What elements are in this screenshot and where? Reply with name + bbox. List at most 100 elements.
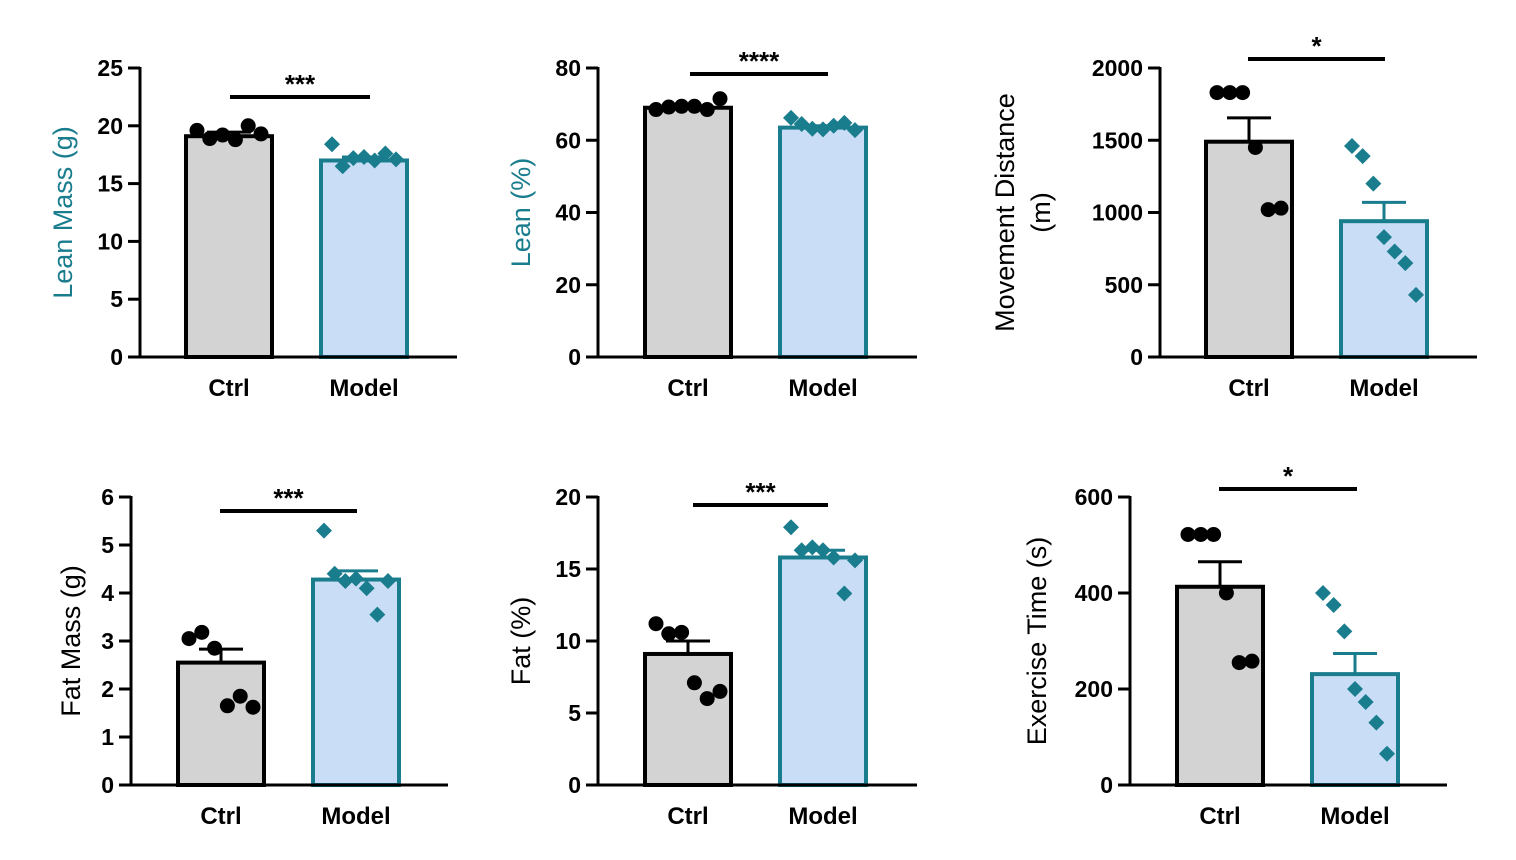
data-point-ctrl [1218, 585, 1234, 601]
significance-label: *** [745, 477, 776, 507]
data-point-model [804, 120, 821, 137]
y-tick-label: 10 [97, 228, 123, 254]
chart-panel: 0 5 10 15 20 Ctrl Model Fat (%) *** [506, 477, 917, 830]
y-tick-label: 80 [555, 55, 581, 81]
y-tick-label: 25 [97, 55, 123, 81]
data-point-ctrl [219, 698, 235, 714]
data-point-model [324, 136, 340, 153]
bar-ctrl [1204, 139, 1294, 359]
data-point-ctrl [215, 127, 231, 143]
data-point-model [348, 570, 364, 587]
data-point-model [847, 552, 863, 569]
data-point-ctrl [712, 683, 728, 699]
data-point-model [358, 580, 375, 597]
data-point-ctrl [699, 691, 715, 707]
data-point-ctrl [1247, 139, 1263, 155]
y-tick-label: 0 [568, 772, 581, 798]
y-tick-label: 0 [1130, 344, 1143, 370]
data-point-ctrl [1209, 85, 1225, 101]
data-point-ctrl [1273, 200, 1289, 216]
bar-model [319, 158, 409, 359]
chart-panel: 0 500 1000 1500 2000 Ctrl Model Movement Distan… [990, 31, 1477, 402]
y-tick-label: 6 [101, 484, 114, 510]
chart-panel: 0 1 2 3 4 5 6 Ctrl Model Fat Mass (g) *** [56, 483, 448, 830]
data-point-ctrl [686, 98, 702, 114]
data-point-model [836, 585, 853, 602]
data-point-ctrl [181, 631, 197, 647]
data-point-ctrl [1222, 85, 1238, 101]
data-point-model [337, 573, 354, 589]
y-tick-label: 200 [1075, 676, 1113, 702]
data-point-model [369, 606, 386, 623]
significance-label: *** [273, 483, 304, 513]
data-point-model [1325, 597, 1342, 613]
data-point-model [1408, 286, 1424, 303]
y-axis-title: Lean Mass (g) [48, 126, 78, 299]
data-point-model [1347, 681, 1363, 697]
data-point-model [825, 549, 842, 566]
data-point-ctrl [699, 102, 715, 118]
data-point-model [1336, 623, 1353, 640]
y-tick-label: 4 [101, 580, 114, 606]
x-tick-label: Ctrl [208, 375, 249, 402]
y-tick-label: 5 [568, 700, 581, 726]
y-tick-label: 0 [1100, 772, 1113, 798]
y-axis-title: Fat Mass (g) [56, 565, 86, 717]
data-point-ctrl [1180, 526, 1196, 542]
data-point-model [334, 158, 351, 175]
data-point-model [1344, 138, 1360, 155]
data-point-ctrl [648, 102, 664, 118]
y-tick-label: 0 [101, 772, 114, 798]
data-point-model [847, 122, 863, 139]
data-point-ctrl [1231, 655, 1247, 671]
x-tick-label: Ctrl [200, 803, 241, 830]
y-axis-title: Movement Distance (m) [990, 93, 1056, 332]
data-point-ctrl [648, 616, 664, 632]
x-tick-label: Model [788, 803, 857, 830]
y-axis-title: Lean (%) [506, 158, 536, 268]
data-point-ctrl [661, 99, 677, 115]
significance-label: *** [285, 69, 316, 99]
data-point-ctrl [1235, 85, 1251, 101]
significance-label: * [1311, 31, 1322, 61]
significance-label: **** [739, 46, 780, 76]
data-point-model [345, 150, 362, 167]
data-point-model [380, 573, 396, 589]
data-point-model [1368, 714, 1385, 731]
y-tick-label: 15 [555, 556, 581, 582]
y-tick-label: 5 [101, 532, 114, 558]
bar-ctrl [184, 134, 274, 359]
bar-ctrl [1175, 584, 1265, 788]
data-point-model [366, 152, 383, 169]
data-point-ctrl [1206, 526, 1222, 542]
data-point-model [326, 565, 343, 582]
data-point-model [1386, 243, 1403, 260]
y-tick-label: 1000 [1092, 200, 1143, 226]
x-tick-label: Ctrl [1199, 803, 1240, 830]
data-point-model [377, 145, 394, 162]
y-tick-label: 20 [555, 272, 581, 298]
chart-panel: 0 20 40 60 80 Ctrl Model Lean (%) **** [506, 46, 917, 402]
bar-model [778, 125, 868, 359]
data-point-ctrl [674, 98, 690, 114]
x-tick-label: Model [321, 803, 390, 830]
data-point-ctrl [245, 699, 261, 715]
x-tick-label: Ctrl [667, 375, 708, 402]
data-point-ctrl [712, 91, 728, 107]
y-tick-label: 600 [1075, 484, 1113, 510]
significance-label: * [1283, 461, 1294, 491]
bar-model [311, 577, 401, 787]
y-tick-label: 20 [555, 484, 581, 510]
x-tick-label: Ctrl [1228, 375, 1269, 402]
y-tick-label: 1 [101, 724, 114, 750]
x-tick-label: Model [1349, 375, 1418, 402]
data-point-ctrl [1244, 653, 1260, 669]
y-tick-label: 40 [555, 200, 581, 226]
y-tick-label: 60 [555, 127, 581, 153]
y-tick-label: 10 [555, 628, 581, 654]
x-tick-label: Model [329, 375, 398, 402]
x-tick-label: Ctrl [667, 803, 708, 830]
chart-panel: 0 200 400 600 Ctrl Model Exercise Time (s) * [1022, 461, 1447, 830]
data-point-model [1315, 585, 1331, 601]
data-point-model [815, 121, 831, 138]
